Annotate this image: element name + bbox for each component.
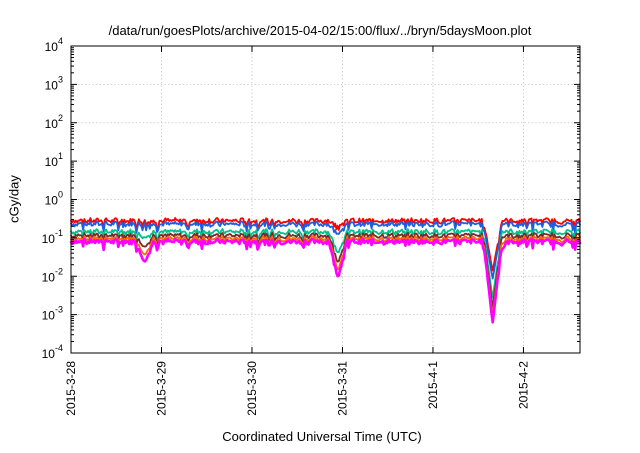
x-tick-label: 2015-4-2 <box>516 361 530 409</box>
series-line-2 <box>70 220 581 280</box>
y-tick-label: 103 <box>45 74 63 92</box>
y-axis-label-text: cGy/day <box>7 175 22 223</box>
y-tick-label: 101 <box>45 151 63 169</box>
y-tick-label: 10-4 <box>42 343 63 361</box>
x-tick-label: 2015-4-1 <box>426 361 440 409</box>
series-line-1 <box>70 217 581 272</box>
series-line-6 <box>69 237 582 324</box>
y-tick-label: 10-3 <box>42 305 63 323</box>
x-tick-label: 2015-3-29 <box>154 361 168 416</box>
y-tick-label: 104 <box>45 36 63 54</box>
x-tick-label: 2015-3-30 <box>245 361 259 416</box>
y-axis-label: cGy/day <box>7 175 22 223</box>
y-tick-label: 100 <box>45 190 63 208</box>
y-tick-label: 102 <box>45 113 63 131</box>
series-line-3 <box>70 228 581 299</box>
chart-title: /data/run/goesPlots/archive/2015-04-02/1… <box>109 23 532 38</box>
series-layer <box>69 217 582 324</box>
y-tick-label: 10-2 <box>42 266 63 284</box>
y-tick-label: 10-1 <box>42 228 63 246</box>
ticks: 10-4 10-3 10-2 10-1 100 101 102 103 104 2015-3-28… <box>42 36 580 416</box>
x-tick-label: 2015-3-28 <box>64 361 78 416</box>
x-tick-label: 2015-3-31 <box>335 361 349 416</box>
grid <box>71 46 580 353</box>
x-axis-label: Coordinated Universal Time (UTC) <box>222 429 421 444</box>
